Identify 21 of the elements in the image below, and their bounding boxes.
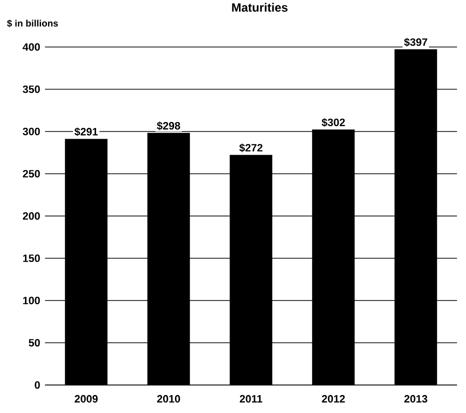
y-tick-label: 250 <box>22 170 40 178</box>
data-label: $298 <box>156 122 180 130</box>
data-label: $397 <box>404 38 428 47</box>
x-tick-label: 2011 <box>240 395 262 403</box>
chart-title: Maturities <box>232 2 288 12</box>
y-axis-title: $ in billions <box>7 20 58 28</box>
y-tick-label: 100 <box>23 296 40 304</box>
y-tick-label: 200 <box>22 212 40 220</box>
x-tick-label: 2013 <box>404 395 428 403</box>
y-tick-label: 50 <box>28 338 40 347</box>
x-tick-label: 2009 <box>74 395 98 403</box>
data-label: $302 <box>322 118 345 127</box>
y-tick-label: 350 <box>22 85 40 94</box>
y-tick-label: 150 <box>23 254 40 262</box>
data-label: $272 <box>239 144 262 152</box>
y-tick-label: 0 <box>34 381 40 389</box>
x-tick-label: 2012 <box>322 395 345 403</box>
y-tick-label: 300 <box>22 128 40 136</box>
data-label: $291 <box>74 127 98 136</box>
x-tick-label: 2010 <box>157 395 180 403</box>
y-tick-label: 400 <box>22 43 40 51</box>
